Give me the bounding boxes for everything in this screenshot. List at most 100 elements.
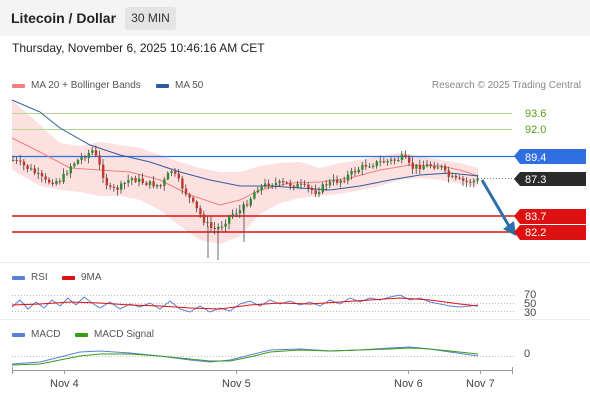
x-label-nov-7: Nov 7 <box>466 378 495 390</box>
level-label-87-3: 87.3 <box>525 174 546 186</box>
timeframe-button[interactable]: 30 MIN <box>125 7 176 30</box>
candle-body <box>364 164 368 167</box>
candle-body <box>246 204 249 206</box>
timestamp: Thursday, November 6, 2025 10:46:16 AM C… <box>12 41 265 55</box>
candle-body <box>141 178 144 183</box>
candle-body <box>278 181 281 183</box>
candle-body <box>177 173 180 179</box>
rsi-pane: 70 50 30 <box>11 289 536 319</box>
candle-body <box>37 173 40 175</box>
candle-body <box>116 187 119 190</box>
rsi-label-70: 70 <box>524 289 536 301</box>
candle-body <box>210 222 213 228</box>
candle-body <box>84 157 87 159</box>
candle-body <box>393 159 396 161</box>
macd-signal-line <box>11 347 479 366</box>
candle-body <box>44 176 47 180</box>
candle-body <box>98 155 101 165</box>
bollinger-band <box>12 100 478 244</box>
header-bar: Litecoin / Dollar 30 MIN <box>0 0 590 36</box>
legend-label: MACD <box>31 329 61 340</box>
candle-body <box>253 192 256 199</box>
pivot-tag: 89.4 <box>514 149 586 164</box>
candle-body <box>199 208 202 215</box>
candle-body <box>120 183 123 190</box>
candle-body <box>235 213 238 215</box>
candle-body <box>328 181 332 186</box>
candle-body <box>422 166 425 170</box>
candle-body <box>224 223 227 227</box>
candle-body <box>343 180 346 182</box>
candle-body <box>166 172 170 180</box>
candle-body <box>404 154 407 158</box>
candle-body <box>372 165 375 167</box>
candle-body <box>465 180 468 182</box>
candle-body <box>148 181 152 186</box>
candle-body <box>296 183 299 188</box>
legend-ma50: MA 50 <box>156 80 203 91</box>
candle-body <box>40 173 44 177</box>
candle-body <box>303 183 306 185</box>
candle-body <box>415 164 418 169</box>
candle-body <box>12 159 15 161</box>
candle-body <box>476 178 479 181</box>
candle-body <box>73 163 76 167</box>
candle-body <box>346 174 350 181</box>
candle-body <box>458 177 461 179</box>
candle-body <box>69 166 72 174</box>
candle-body <box>260 185 263 191</box>
instrument-title: Litecoin / Dollar <box>11 10 117 26</box>
candle-body <box>318 192 321 195</box>
candle-body <box>418 164 422 170</box>
rsi-label-30: 30 <box>524 307 536 319</box>
candle-body <box>289 183 292 187</box>
candle-body <box>282 181 285 183</box>
candle-body <box>213 227 216 229</box>
candle-body <box>382 161 386 163</box>
candle-body <box>429 164 432 166</box>
x-label-nov-5: Nov 5 <box>222 378 251 390</box>
legend-ma20-bollinger: MA 20 + Bollinger Bands <box>12 80 141 91</box>
candle-body <box>368 166 371 168</box>
candle-body <box>375 161 378 166</box>
candle-body <box>123 182 126 184</box>
rsi-ma-line <box>11 297 479 310</box>
candle-body <box>264 183 267 186</box>
candle-body <box>30 168 33 170</box>
candle-body <box>112 186 116 188</box>
candle-body <box>130 178 134 181</box>
candle-body <box>357 169 360 173</box>
candle-body <box>159 185 162 187</box>
candle-body <box>386 160 389 163</box>
candle-body <box>134 178 137 182</box>
legend-swatch <box>12 275 25 280</box>
candle-body <box>325 184 328 186</box>
legend-label: RSI <box>31 272 48 283</box>
candle-body <box>184 188 188 195</box>
candle-body <box>102 164 105 178</box>
level-label-93-6: 93.6 <box>525 108 546 120</box>
candle-body <box>249 198 252 206</box>
candle-body <box>138 178 141 182</box>
candle-body <box>444 166 447 171</box>
legend-swatch <box>75 332 88 337</box>
candle-body <box>300 183 303 185</box>
candle-body <box>436 167 440 169</box>
candle-body <box>94 150 98 156</box>
candle-body <box>307 184 310 188</box>
candle-body <box>19 160 22 162</box>
candle-body <box>292 186 296 188</box>
candle-body <box>195 201 198 209</box>
candle-body <box>33 168 36 174</box>
forecast-arrow <box>480 179 516 236</box>
candle-body <box>274 182 278 186</box>
candle-body <box>163 179 166 186</box>
candle-body <box>400 154 404 161</box>
x-label-nov-6: Nov 6 <box>394 378 423 390</box>
x-label-nov-4: Nov 4 <box>50 378 79 390</box>
candle-body <box>426 164 429 167</box>
candle-body <box>51 182 54 185</box>
candle-body <box>451 175 454 177</box>
candle-body <box>379 161 382 163</box>
